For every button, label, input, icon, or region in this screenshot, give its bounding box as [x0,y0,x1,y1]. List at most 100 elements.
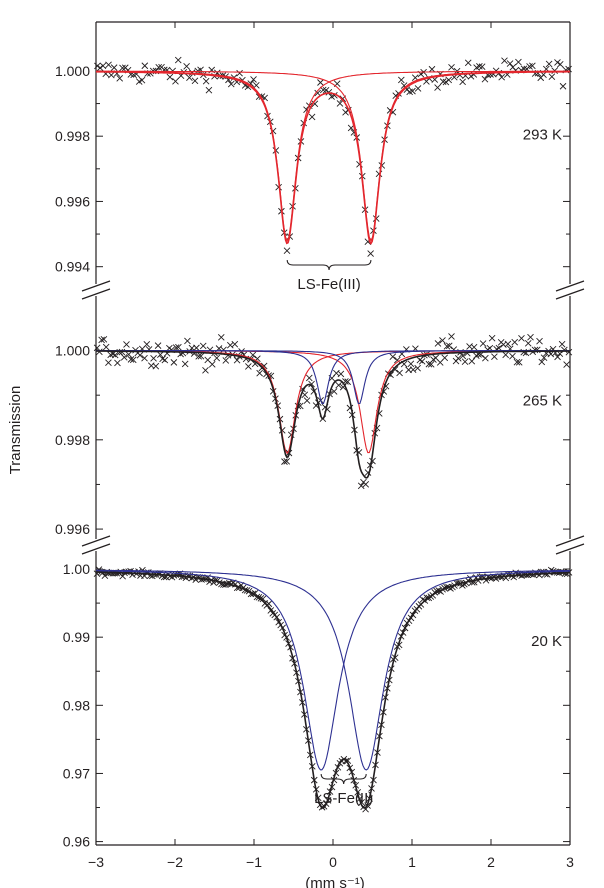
y-axis-title: Transmission [7,386,24,475]
data-point [391,366,399,373]
data-point [220,346,227,354]
data-point [479,340,487,347]
axis-break-mark [555,535,585,547]
data-point [281,458,288,465]
panel-2: 0.996 0.998 1.000 265 K [55,333,573,537]
data-point [545,60,553,68]
data-point [231,340,239,348]
data-point [556,60,564,68]
data-point [186,74,193,82]
data-point [445,76,453,84]
data-point [357,482,365,490]
data-point [448,333,455,340]
data-point [275,183,282,191]
x-tick-label: 1 [408,854,416,870]
data-point [498,73,506,81]
data-point [491,353,498,360]
y-tick-label: 0.99 [63,629,90,645]
data-point [536,337,543,345]
data-point [172,78,179,85]
data-point [337,370,345,378]
data-point [476,62,483,70]
data-point [344,378,351,386]
axis-break-mark [555,280,585,292]
data-point [554,353,561,361]
y-tick-label: 0.996 [55,521,90,537]
site-label: LS-Fe(II) [314,790,373,807]
y-tick-label: 0.996 [55,193,90,209]
data-point [181,360,189,368]
data-point [305,374,313,382]
data-point [409,366,417,373]
data-point [249,351,257,359]
data-point [233,356,241,364]
site-label: LS-Fe(III) [297,276,360,293]
data-point [504,340,512,348]
data-point [161,356,169,364]
data-point [155,64,163,71]
data-point [93,344,101,352]
data-point [336,100,344,107]
data-point [509,352,516,360]
data-point [114,359,121,367]
data-point [259,595,267,603]
data-point [202,77,210,85]
data-point [138,76,146,84]
fit-component-red [96,350,570,454]
data-point [217,334,225,341]
data-point [540,354,548,361]
data-point [191,77,199,85]
data-point [561,346,568,354]
data-point [108,71,115,79]
data-point [308,113,316,121]
data-point [459,78,466,86]
data-point [434,84,441,91]
temperature-label: 20 K [531,633,562,650]
data-point [188,574,196,582]
data-point [197,352,205,360]
data-point [515,58,522,66]
x-tick-label: 0 [329,854,337,870]
x-tick-label: 3 [566,854,574,870]
axis-break-mark [555,288,585,300]
data-point [100,335,108,343]
data-point [205,86,213,94]
fit-component-blue [96,569,570,771]
temperature-label: 265 K [523,392,562,409]
data-point [473,352,480,360]
data-point [236,69,243,77]
axis-break-mask-left [80,539,112,551]
data-point [468,357,476,365]
data-point [396,369,403,377]
y-tick-label: 0.96 [63,834,90,850]
fit-component-blue [96,569,570,771]
data-point [175,343,182,351]
data-point [314,89,321,97]
data-point [96,64,104,72]
fit-total [96,350,570,479]
data-point [152,362,160,370]
data-point [513,358,521,366]
data-point [303,397,311,404]
data-point [136,351,144,359]
y-tick-label: 1.000 [55,343,90,359]
temperature-label: 293 K [523,126,562,143]
data-point [202,367,209,374]
data-point [256,369,263,377]
data-series-2 [93,333,573,490]
data-point [501,57,508,64]
data-point [418,357,426,365]
fit-total [96,70,570,245]
data-point [443,343,451,350]
data-point [367,250,374,257]
data-point [524,340,532,347]
axis-break-mask-right [554,284,586,296]
axis-break-mark [81,288,111,300]
data-point [125,351,133,358]
data-series-1 [94,56,572,257]
data-point [464,59,472,67]
data-point [157,351,164,359]
fit-component-blue [96,350,570,405]
axis-break-mark [81,280,111,292]
data-point [111,351,119,359]
